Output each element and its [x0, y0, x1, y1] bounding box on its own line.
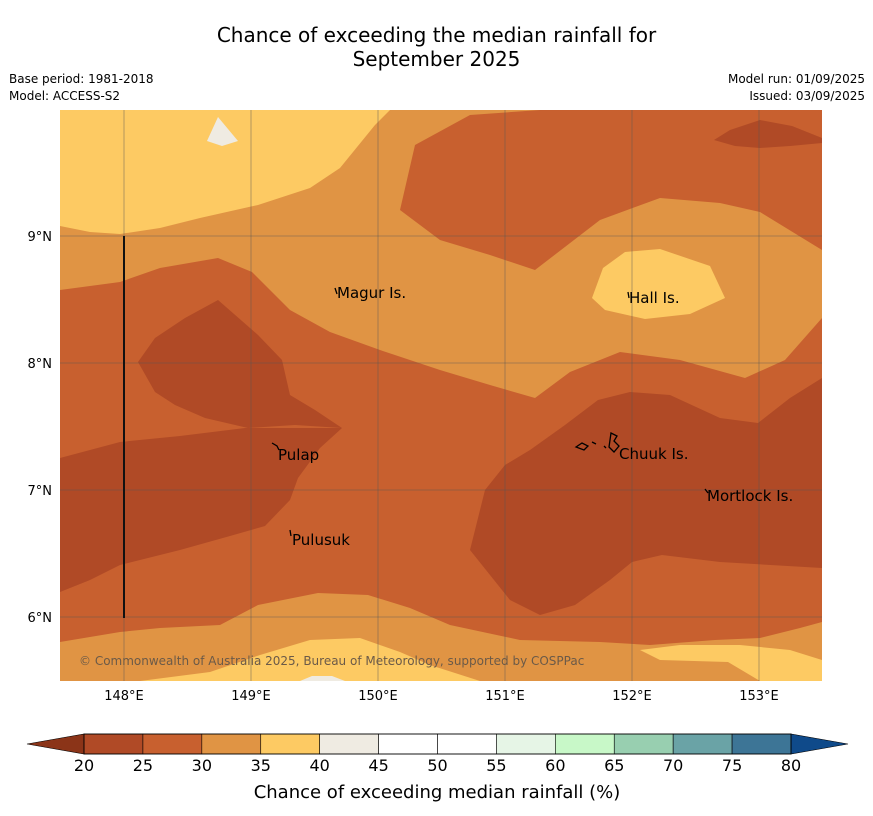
island-hall — [627, 291, 630, 299]
colorbar-tick-label: 40 — [309, 756, 329, 775]
colorbar-tick-label: 30 — [192, 756, 212, 775]
lon-label: 149°E — [231, 689, 271, 704]
colorbar-tick-label: 75 — [722, 756, 742, 775]
lat-label: 6°N — [28, 611, 53, 626]
colorbar-tick-label: 80 — [781, 756, 801, 775]
lat-label: 8°N — [28, 357, 53, 372]
colorbar-cell — [201, 733, 262, 755]
model-name: Model: ACCESS-S2 — [9, 89, 121, 103]
colorbar-cell — [83, 733, 144, 755]
colorbar-cell — [319, 733, 379, 755]
copyright-notice: © Commonwealth of Australia 2025, Bureau… — [79, 654, 584, 668]
island-chuuk — [574, 432, 620, 453]
map-title: Chance of exceeding the median rainfall … — [0, 23, 873, 71]
colorbar-tick-label: 65 — [604, 756, 624, 775]
issued-date: Issued: 03/09/2025 — [749, 89, 865, 103]
colorbar-tick-label: 70 — [663, 756, 683, 775]
base-period: Base period: 1981-2018 — [9, 72, 154, 86]
band-20-25-northeast — [714, 120, 822, 148]
colorbar-cell — [731, 733, 792, 755]
band-20-25-east — [470, 378, 822, 615]
band-40-45-south — [300, 676, 345, 681]
colorbar-cell — [555, 733, 615, 755]
island-mortlock — [704, 488, 709, 494]
lon-label: 148°E — [104, 689, 144, 704]
colorbar-cell — [437, 733, 497, 755]
map-plot-area: Magur Is. Hall Is. Pulap Chuuk Is. Mortl… — [60, 110, 822, 681]
lon-label: 152°E — [612, 689, 652, 704]
band-35-40-south — [140, 638, 822, 681]
colorbar-tick-label: 20 — [74, 756, 94, 775]
colorbar-cell — [613, 733, 674, 755]
colorbar-tick-label: 45 — [368, 756, 388, 775]
lon-label: 150°E — [358, 689, 398, 704]
colorbar-under-arrow — [26, 733, 85, 755]
band-20-25-west — [138, 300, 342, 428]
label-pulusuk: Pulusuk — [292, 531, 350, 549]
label-mortlock: Mortlock Is. — [707, 487, 793, 505]
colorbar-label: Chance of exceeding median rainfall (%) — [254, 782, 621, 803]
metadata-right: Model run: 01/09/2025 Issued: 03/09/2025 — [728, 71, 865, 105]
island-outlines — [271, 287, 709, 537]
title-line-1: Chance of exceeding the median rainfall … — [216, 23, 657, 47]
lon-label: 151°E — [485, 689, 525, 704]
lat-label: 7°N — [28, 484, 53, 499]
colorbar-over-arrow — [790, 733, 849, 755]
colorbar-cell — [260, 733, 320, 755]
band-20-25-southwest — [60, 428, 342, 592]
band-35-40-hall — [592, 249, 725, 319]
colorbar-cell — [378, 733, 438, 755]
label-chuuk: Chuuk Is. — [619, 445, 688, 463]
colorbar-cell — [672, 733, 733, 755]
colorbar-tick-label: 50 — [427, 756, 447, 775]
island-pulusuk — [289, 529, 292, 537]
colorbar-cell — [142, 733, 203, 755]
longitude-labels: 148°E 149°E 150°E 151°E 152°E 153°E — [104, 689, 779, 704]
island-magur — [334, 287, 338, 295]
colorbar-tick-label: 60 — [545, 756, 565, 775]
latitude-labels: 9°N 8°N 7°N 6°N — [28, 230, 53, 626]
title-line-2: September 2025 — [352, 47, 521, 71]
model-run: Model run: 01/09/2025 — [727, 72, 865, 86]
colorbar-tick-label: 25 — [133, 756, 153, 775]
metadata-left: Base period: 1981-2018 Model: ACCESS-S2 — [9, 71, 154, 105]
colorbar: 20 25 30 35 40 45 50 55 60 65 70 75 80 Chance of exc… — [26, 733, 849, 803]
colorbar-tick-label: 35 — [251, 756, 271, 775]
band-40-45-patch — [207, 117, 238, 146]
colorbar-tick-label: 55 — [486, 756, 506, 775]
graticule — [60, 110, 822, 681]
island-pulap — [271, 442, 280, 451]
label-pulap: Pulap — [278, 446, 319, 464]
lon-label: 153°E — [739, 689, 779, 704]
colorbar-frame — [83, 733, 792, 755]
label-magur: Magur Is. — [337, 284, 406, 302]
band-35-40-northwest — [60, 110, 390, 234]
colorbar-cell — [496, 733, 556, 755]
label-hall: Hall Is. — [629, 289, 680, 307]
lat-label: 9°N — [28, 230, 53, 245]
